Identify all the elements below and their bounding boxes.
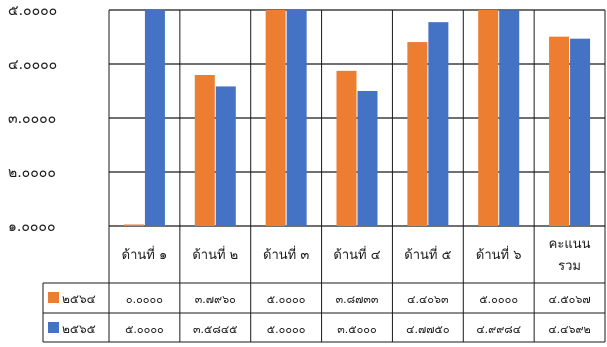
- data-label: ๔.๙๙๘๔: [476, 323, 521, 336]
- legend-swatch: [48, 322, 59, 333]
- y-tick-label: ๑.๐๐๐๐: [8, 219, 56, 235]
- bar: [357, 91, 378, 226]
- bar: [265, 10, 286, 226]
- data-label: ๕.๐๐๐๐: [267, 293, 306, 306]
- x-tick-label: ด้านที่ ๑: [122, 246, 168, 263]
- data-label: ๓.๘๗๓๓: [336, 293, 379, 306]
- data-label: ๔.๔๖๙๒: [548, 323, 590, 336]
- data-label: ๕.๐๐๐๐: [267, 323, 306, 336]
- x-tick-label: ด้านที่ ๓: [263, 246, 309, 263]
- x-tick-label: คะแนน: [549, 237, 591, 252]
- bar: [570, 38, 591, 226]
- data-label: ๔.๗๗๕๐: [406, 323, 449, 336]
- data-label: ๕.๐๐๐๐: [125, 323, 164, 336]
- x-tick-label: ด้านที่ ๔: [333, 246, 380, 263]
- data-label: ๓.๕๐๐๐: [337, 323, 376, 336]
- x-tick-label: ด้านที่ ๕: [404, 246, 451, 263]
- legend-swatch: [48, 292, 59, 303]
- y-tick-label: ๕.๐๐๐๐: [8, 3, 57, 19]
- data-label: ๓.๕๘๔๕: [193, 323, 237, 336]
- legend-label: ๒๕๖๔: [62, 292, 96, 306]
- data-label: ๓.๗๙๖๐: [195, 293, 236, 306]
- bar: [428, 22, 449, 227]
- x-tick-label: ด้านที่ ๖: [476, 246, 522, 263]
- bar: [549, 36, 570, 226]
- bar: [499, 10, 520, 227]
- data-label: ๔.๔๐๖๓: [407, 293, 448, 306]
- x-tick-label: รวม: [558, 259, 581, 274]
- bar: [194, 75, 215, 227]
- bar: [286, 10, 307, 226]
- legend-label: ๒๕๖๕: [62, 322, 96, 336]
- bar: [478, 10, 499, 226]
- y-tick-label: ๔.๐๐๐๐: [8, 57, 57, 73]
- bar: [407, 42, 428, 226]
- data-label: ๕.๐๐๐๐: [479, 293, 518, 306]
- y-tick-label: ๒.๐๐๐๐: [8, 165, 56, 181]
- bar: [144, 10, 165, 226]
- bar: [123, 224, 144, 226]
- bar: [215, 86, 236, 226]
- y-tick-label: ๓.๐๐๐๐: [8, 111, 56, 127]
- x-tick-label: ด้านที่ ๒: [192, 246, 238, 263]
- data-label: ๔.๕๐๖๗: [549, 293, 591, 306]
- bar: [336, 70, 357, 226]
- data-label: ๐.๐๐๐๐: [126, 293, 163, 306]
